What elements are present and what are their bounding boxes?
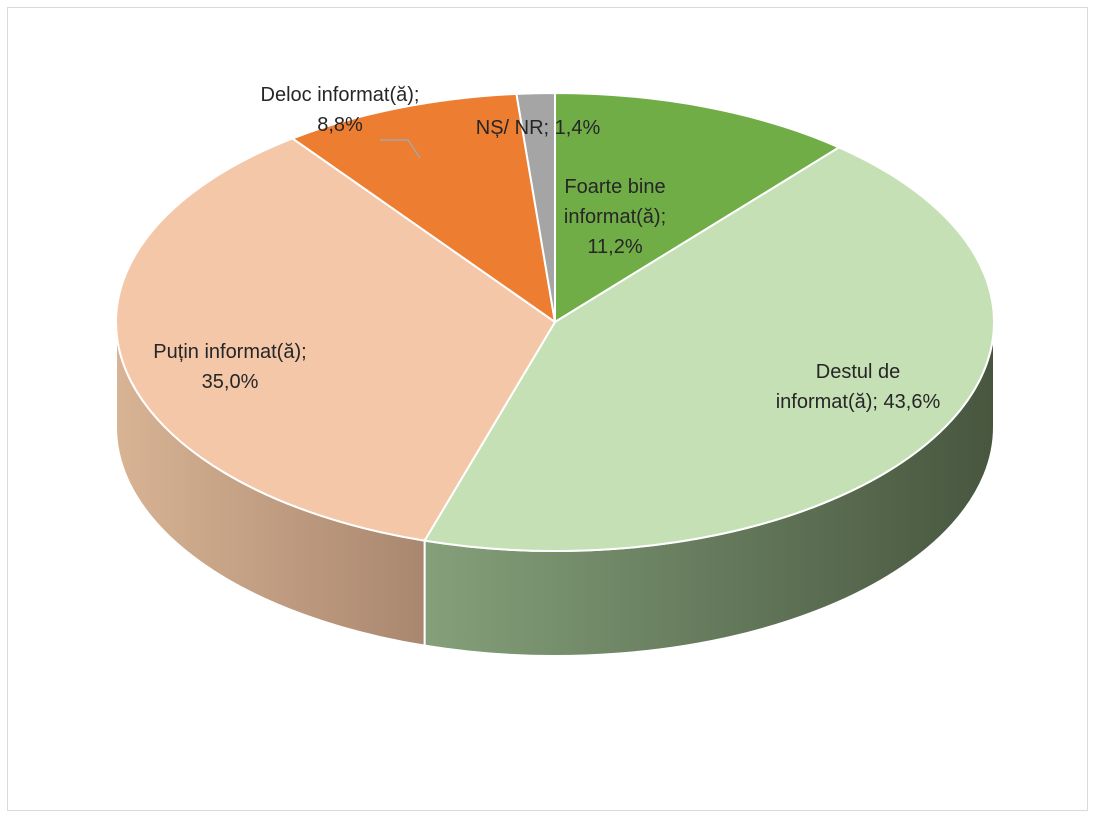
data-label-1: Destul de informat(ă); 43,6%: [776, 361, 941, 413]
data-label-3: Deloc informat(ă); 8,8%: [261, 84, 420, 136]
leader-lines: [380, 139, 421, 159]
pie-slice-2: [115, 137, 556, 542]
data-labels: Foarte bine informat(ă); 11,2% Destul de inf…: [153, 84, 940, 413]
pie-slice-4: [515, 92, 556, 323]
data-label-4: NȘ/ NR; 1,4%: [476, 117, 601, 139]
data-label-0: Foarte bine informat(ă); 11,2%: [564, 176, 666, 258]
leader-line-deloc: [380, 139, 421, 159]
pie-slices: [115, 92, 995, 552]
pie-slice-1: [423, 146, 995, 552]
pie-slice-0: [554, 92, 841, 323]
pie-slice-3: [291, 92, 556, 323]
data-label-2: Puțin informat(ă); 35,0%: [153, 341, 306, 393]
